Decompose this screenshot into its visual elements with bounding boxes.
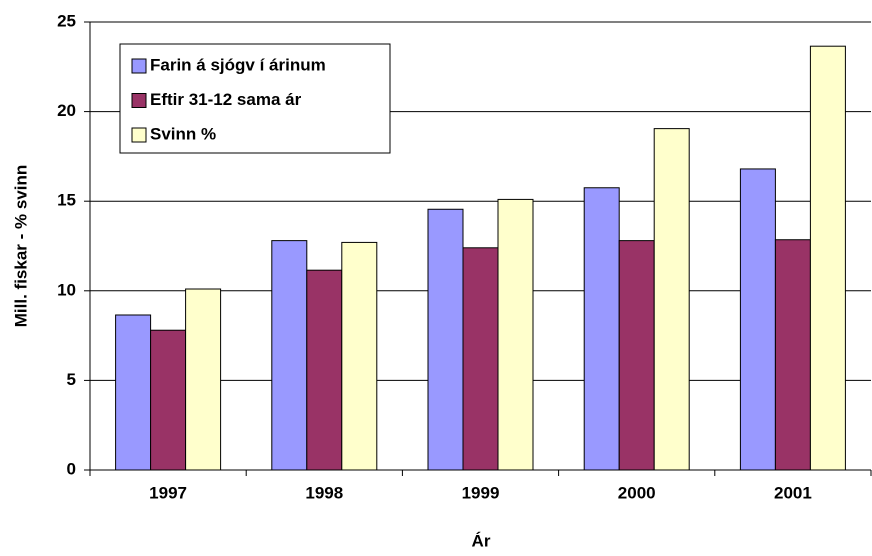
legend-swatch — [131, 58, 147, 74]
x-tick-label: 2001 — [774, 483, 812, 502]
y-tick-label: 5 — [67, 370, 76, 389]
bar — [271, 240, 308, 471]
y-tick-label: 10 — [57, 280, 76, 299]
x-axis-title: Ár — [472, 531, 491, 550]
y-tick-label: 0 — [67, 459, 76, 478]
bar — [341, 241, 378, 471]
bar — [427, 208, 464, 471]
x-tick-label: 1999 — [462, 483, 500, 502]
bar — [462, 247, 499, 471]
bar — [809, 45, 846, 471]
bar — [774, 239, 811, 471]
legend-label: Farin á sjógv í árinum — [150, 55, 326, 74]
legend-box — [119, 43, 391, 154]
x-tick-label: 1997 — [149, 483, 187, 502]
y-tick-label: 15 — [57, 191, 76, 210]
legend-swatch — [131, 127, 147, 143]
bar — [150, 329, 187, 471]
bar — [497, 198, 534, 471]
x-tick-label: 2000 — [618, 483, 656, 502]
bar — [306, 269, 343, 471]
y-axis-title: Mill. fiskar - % svinn — [11, 165, 30, 328]
bar — [618, 240, 655, 471]
legend-label: Eftir 31-12 sama ár — [150, 90, 302, 109]
bar — [115, 314, 152, 471]
y-tick-label: 20 — [57, 101, 76, 120]
bar — [739, 168, 776, 471]
bar — [653, 128, 690, 471]
bar — [185, 288, 222, 471]
y-tick-label: 25 — [57, 11, 76, 30]
legend-swatch — [131, 93, 147, 108]
bar — [583, 187, 620, 471]
legend-label: Svinn % — [150, 124, 216, 143]
x-tick-label: 1998 — [305, 483, 343, 502]
